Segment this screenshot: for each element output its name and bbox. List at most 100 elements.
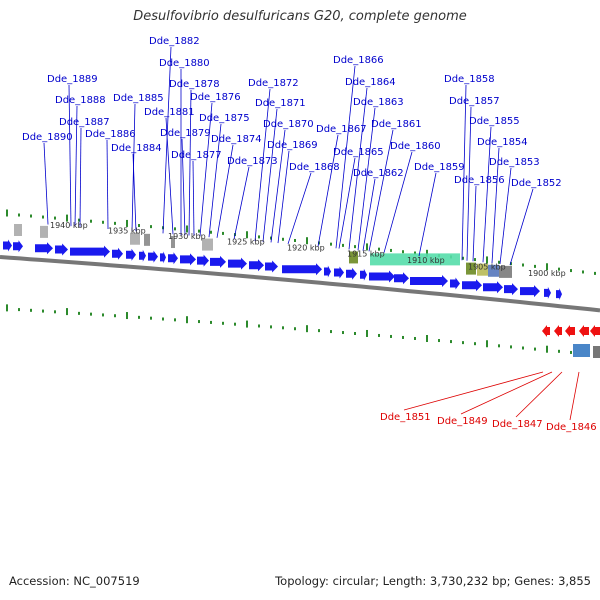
outer-tick (186, 225, 188, 233)
gene-label: Dde_1860 (390, 141, 441, 152)
callout-line (418, 172, 437, 257)
inner-tick (186, 316, 188, 324)
inner-tick (498, 344, 500, 348)
gene-label: Dde_1858 (444, 74, 495, 85)
inner-tick (378, 333, 380, 337)
outer-tick (6, 209, 8, 217)
callout-line (515, 371, 563, 418)
callout-line (233, 166, 250, 240)
callout-line (106, 139, 109, 230)
gene-label: Dde_1847 (492, 419, 543, 430)
plus-gene-arrow (410, 275, 448, 287)
inner-tick (222, 321, 224, 325)
inner-tick (102, 313, 104, 317)
gene-label: Dde_1863 (353, 97, 404, 108)
inner-tick (486, 340, 488, 348)
plus-gene-arrow (556, 288, 562, 301)
outer-tick (114, 221, 116, 225)
inner-tick (402, 335, 404, 339)
inner-tick (570, 350, 572, 354)
inner-tick (366, 329, 368, 337)
inner-tick (390, 334, 392, 338)
plus-gene-arrow (35, 242, 53, 255)
gene-label: Dde_1874 (211, 134, 262, 145)
plus-gene-arrow (360, 268, 367, 281)
inner-tick (450, 340, 452, 344)
inner-tick (558, 349, 560, 353)
callout-line (74, 105, 78, 227)
kbp-label: 1935 kbp (108, 226, 146, 235)
inner-tick (546, 345, 548, 353)
inner-tick (198, 320, 200, 324)
backbone-line (0, 255, 600, 313)
plus-gene-arrow (369, 270, 395, 283)
kbp-label: 1915 kbp (347, 249, 385, 258)
callout-line (569, 371, 580, 421)
callout-line (403, 371, 544, 411)
callout-line (68, 84, 72, 227)
kbp-labels: 1940 kbp 1935 kbp 1930 kbp 1925 kbp 1920 kbp… (50, 221, 566, 278)
callout-line (509, 188, 534, 266)
outer-tick (342, 243, 344, 247)
callout-line (362, 178, 376, 251)
gene-label: Dde_1864 (345, 77, 396, 88)
feature-box (593, 346, 600, 358)
inner-tick (126, 312, 128, 320)
feature-box (466, 262, 476, 275)
plus-gene-arrow (126, 248, 136, 261)
feature-box (144, 233, 150, 246)
inner-tick (18, 308, 20, 312)
outer-tick (510, 262, 512, 266)
gene-label: Dde_1865 (333, 147, 384, 158)
outer-tick (54, 216, 56, 220)
callout-line (216, 144, 234, 238)
gene-label: Dde_1876 (190, 92, 241, 103)
outer-tick (150, 225, 152, 229)
callout-line (482, 126, 492, 263)
outer-tick (282, 237, 284, 241)
outer-tick (390, 248, 392, 252)
plus-gene-arrow (228, 257, 247, 270)
gene-label: Dde_1890 (22, 132, 73, 143)
gene-label: Dde_1861 (371, 119, 422, 130)
inner-tick (462, 341, 464, 345)
inner-tick (246, 320, 248, 328)
plus-gene-arrow (249, 259, 264, 272)
inner-tick (42, 309, 44, 313)
gene-arrows (3, 239, 600, 337)
inner-tick (306, 325, 308, 333)
minus-gene-arrow (542, 325, 550, 337)
gene-label: Dde_1880 (159, 58, 210, 69)
kbp-tick-marks (6, 209, 596, 357)
callout-line (277, 150, 290, 244)
gene-label: Dde_1878 (169, 79, 220, 90)
gene-label: Dde_1871 (255, 98, 306, 109)
outer-tick (246, 231, 248, 239)
kbp-label: 1905 kbp (468, 262, 506, 271)
gene-label: Dde_1873 (227, 156, 278, 167)
outer-tick (486, 256, 488, 264)
outer-tick (354, 245, 356, 249)
gene-label: Dde_1872 (248, 78, 299, 89)
callout-line (499, 167, 512, 265)
outer-tick (30, 214, 32, 218)
gene-label: Dde_1846 (546, 422, 597, 433)
inner-tick (270, 325, 272, 329)
inner-tick (354, 331, 356, 335)
inner-tick (258, 324, 260, 328)
inner-tick (534, 347, 536, 351)
plus-gene-arrow (180, 253, 196, 266)
callout-line (132, 153, 137, 232)
gene-label: Dde_1851 (380, 412, 431, 423)
outer-tick (138, 224, 140, 228)
gene-label: Dde_1856 (454, 175, 505, 186)
feature-box (349, 251, 358, 264)
plus-gene-arrow (13, 240, 23, 253)
kbp-label: 1900 kbp (528, 269, 566, 278)
outer-tick (294, 238, 296, 242)
inner-tick (162, 317, 164, 321)
kbp-label: 1930 kbp (168, 232, 206, 241)
gene-label: Dde_1853 (489, 157, 540, 168)
feature-box (171, 236, 175, 249)
callout-line (208, 123, 222, 238)
